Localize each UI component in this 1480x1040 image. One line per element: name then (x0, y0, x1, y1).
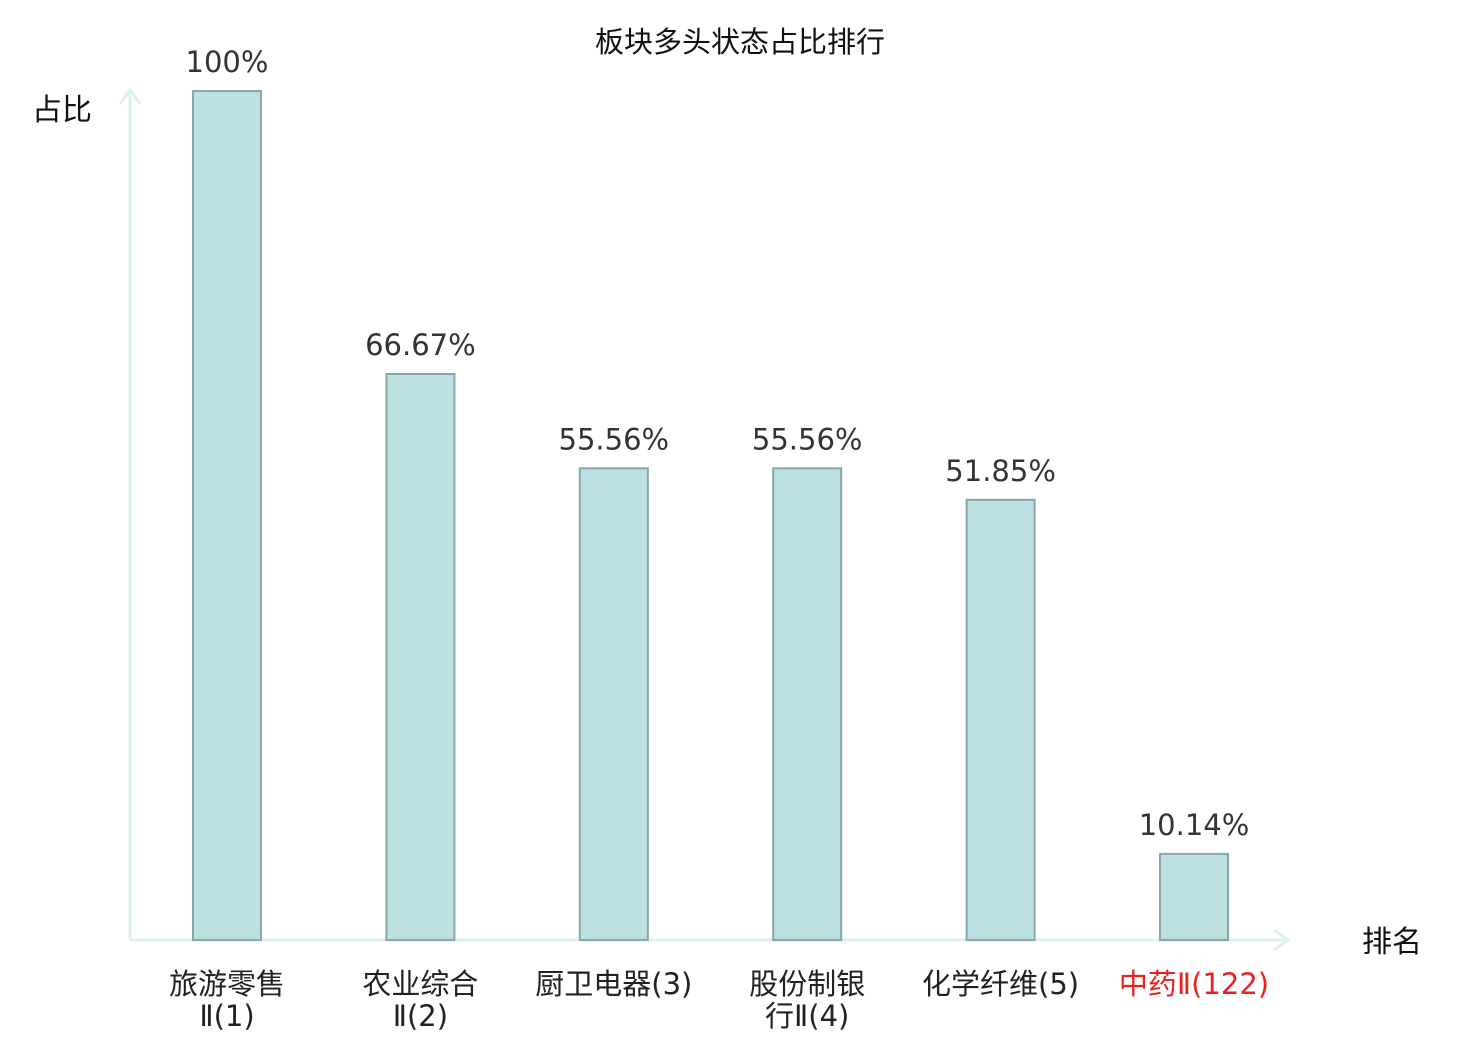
y-axis-label: 占比 (32, 93, 92, 128)
x-tick-label: 股份制银 (749, 967, 865, 1001)
data-label: 55.56% (752, 422, 863, 456)
bar (965, 498, 1036, 941)
x-axis-label: 排名 (1362, 925, 1422, 960)
bar (1159, 852, 1229, 942)
bars (192, 90, 1229, 942)
y-axis-arrow (118, 87, 142, 105)
bar (772, 467, 843, 941)
x-tick-label: Ⅱ(2) (393, 999, 448, 1033)
data-label: 10.14% (1139, 808, 1250, 842)
data-label: 66.67% (365, 328, 476, 362)
bar (578, 467, 649, 941)
data-label: 51.85% (945, 454, 1056, 488)
bar (192, 90, 262, 941)
bar (385, 373, 456, 941)
axes (118, 87, 1291, 952)
x-tick-label: 化学纤维(5) (922, 967, 1079, 1001)
chart-title: 板块多头状态占比排行 (595, 25, 885, 59)
x-tick-label: 中药Ⅱ(122) (1119, 967, 1269, 1001)
x-tick-label: 农业综合 (362, 967, 478, 1001)
x-tick-label: 行Ⅱ(4) (765, 999, 849, 1033)
x-axis-arrow (1273, 928, 1291, 952)
data-label: 100% (186, 45, 269, 79)
value-labels: 100% 66.67% 55.56% 55.56% 51.85% 10.14% (186, 45, 1250, 842)
data-label: 55.56% (559, 422, 670, 456)
x-tick-label: 旅游零售 (169, 967, 285, 1001)
x-tick-label: Ⅱ(1) (199, 999, 254, 1033)
x-tick-label: 厨卫电器(3) (535, 967, 692, 1001)
